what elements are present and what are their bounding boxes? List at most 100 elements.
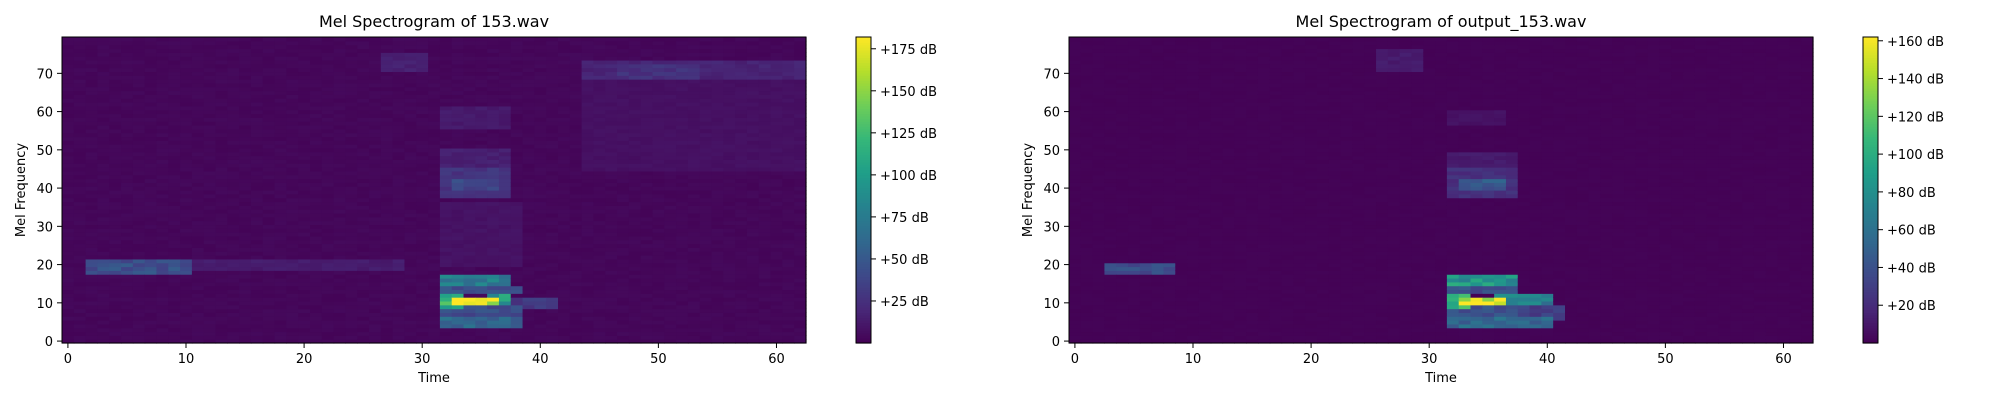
- heatmap-cell: [758, 335, 772, 340]
- heatmap-cell: [487, 251, 500, 256]
- heatmap-cell: [758, 48, 772, 53]
- heatmap-cell: [73, 86, 87, 92]
- heatmap-cell: [711, 52, 724, 57]
- heatmap-cell: [416, 82, 429, 88]
- heatmap-cell: [85, 312, 99, 317]
- heatmap-cell: [62, 251, 75, 256]
- heatmap-cell: [191, 117, 205, 122]
- heatmap-cell: [794, 209, 807, 214]
- heatmap-cell: [723, 56, 736, 61]
- heatmap-cell: [451, 117, 465, 122]
- heatmap-cell: [510, 277, 524, 283]
- heatmap-cell: [770, 98, 783, 103]
- heatmap-cell: [487, 159, 500, 164]
- heatmap-cell: [97, 327, 110, 333]
- heatmap-cell: [475, 300, 488, 306]
- heatmap-cell: [380, 151, 394, 157]
- heatmap-cell: [664, 251, 677, 256]
- heatmap-cell: [439, 167, 453, 172]
- heatmap-cell: [180, 59, 193, 65]
- heatmap-cell: [652, 201, 665, 206]
- heatmap-cell: [298, 327, 311, 333]
- heatmap-cell: [439, 312, 453, 317]
- heatmap-cell: [510, 323, 524, 329]
- heatmap-cell: [664, 193, 677, 199]
- heatmap-cell: [782, 109, 795, 115]
- heatmap-cell: [617, 186, 630, 191]
- heatmap-cell: [250, 159, 264, 164]
- heatmap-cell: [687, 40, 701, 46]
- heatmap-cell: [617, 178, 630, 183]
- heatmap-cell: [664, 262, 677, 268]
- heatmap-cell: [274, 121, 287, 126]
- heatmap-cell: [782, 316, 795, 321]
- heatmap-cell: [132, 247, 146, 252]
- heatmap-cell: [404, 56, 417, 61]
- heatmap-cell: [333, 316, 347, 321]
- heatmap-cell: [310, 144, 323, 149]
- heatmap-cell: [746, 44, 760, 50]
- heatmap-cell: [85, 44, 99, 50]
- heatmap-cell: [617, 243, 630, 248]
- heatmap-cell: [416, 327, 429, 333]
- heatmap-cell: [676, 132, 689, 138]
- heatmap-cell: [85, 79, 99, 84]
- heatmap-cell: [156, 82, 169, 88]
- heatmap-cell: [416, 94, 429, 99]
- heatmap-cell: [97, 239, 110, 245]
- heatmap-cell: [605, 331, 618, 336]
- heatmap-cell: [558, 128, 571, 134]
- heatmap-cell: [723, 277, 736, 283]
- heatmap-cell: [357, 262, 370, 268]
- heatmap-cell: [439, 266, 453, 271]
- heatmap-cell: [652, 52, 665, 57]
- heatmap-cell: [746, 335, 760, 340]
- heatmap-cell: [121, 186, 134, 191]
- heatmap-cell: [687, 159, 701, 164]
- heatmap-cell: [758, 327, 772, 333]
- heatmap-cell: [652, 304, 665, 310]
- heatmap-cell: [73, 320, 87, 325]
- heatmap-cell: [758, 174, 772, 180]
- heatmap-cell: [262, 216, 276, 222]
- heatmap-cell: [227, 94, 240, 99]
- heatmap-cell: [546, 105, 559, 111]
- heatmap-cell: [522, 117, 535, 122]
- heatmap-cell: [392, 201, 406, 206]
- heatmap-cell: [699, 323, 713, 329]
- heatmap-cell: [404, 274, 417, 279]
- heatmap-cell: [180, 67, 193, 73]
- heatmap-cell: [250, 243, 264, 248]
- heatmap-cell: [522, 79, 535, 84]
- heatmap-cell: [321, 266, 335, 271]
- heatmap-cell: [62, 297, 75, 302]
- heatmap-cell: [168, 327, 181, 333]
- heatmap-cell: [534, 251, 547, 256]
- heatmap-cell: [770, 239, 783, 245]
- heatmap-cell: [605, 94, 618, 99]
- heatmap-cell: [62, 63, 75, 69]
- heatmap-cell: [534, 178, 547, 183]
- heatmap-cell: [782, 220, 795, 226]
- heatmap-cell: [534, 163, 547, 168]
- heatmap-cell: [687, 105, 701, 111]
- heatmap-cell: [770, 56, 783, 61]
- heatmap-cell: [310, 163, 323, 168]
- heatmap-cell: [428, 140, 441, 145]
- heatmap-cell: [782, 136, 795, 141]
- heatmap-cell: [156, 159, 169, 164]
- heatmap-cell: [640, 235, 654, 241]
- heatmap-cell: [498, 232, 512, 237]
- heatmap-cell: [463, 105, 476, 111]
- heatmap-cell: [180, 52, 193, 57]
- heatmap-cell: [250, 79, 264, 84]
- heatmap-cell: [109, 105, 122, 111]
- heatmap-cell: [239, 304, 252, 310]
- heatmap-cell: [676, 281, 689, 287]
- heatmap-cell: [239, 59, 252, 65]
- heatmap-cell: [569, 170, 583, 176]
- heatmap-cell: [628, 79, 642, 84]
- heatmap-cell: [227, 186, 240, 191]
- heatmap-cell: [605, 182, 618, 187]
- heatmap-cell: [191, 274, 205, 279]
